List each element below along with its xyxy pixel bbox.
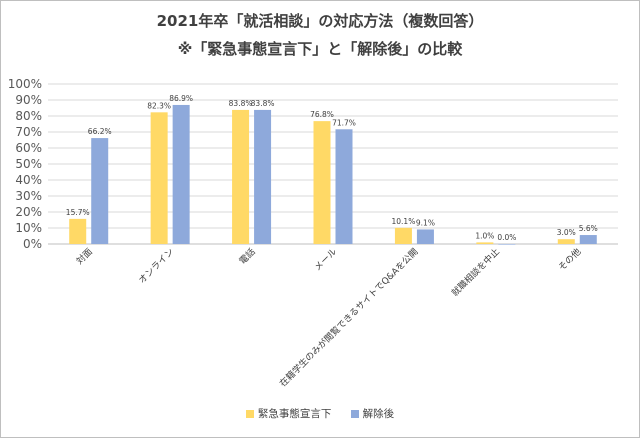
legend: 緊急事態宣言下 解除後 bbox=[0, 406, 640, 421]
y-tick-label: 0% bbox=[23, 237, 42, 251]
legend-swatch-series-1 bbox=[245, 410, 254, 418]
bar bbox=[557, 239, 575, 244]
legend-label-series-1: 緊急事態宣言下 bbox=[257, 408, 332, 420]
bar bbox=[579, 235, 597, 244]
category-label: 就職相談を中止 bbox=[449, 246, 502, 299]
bar bbox=[394, 227, 412, 244]
y-tick-label: 70% bbox=[15, 125, 42, 139]
y-tick-label: 10% bbox=[15, 221, 42, 235]
bar bbox=[254, 109, 272, 244]
category-label: 対面 bbox=[74, 246, 95, 267]
category-label: その他 bbox=[556, 246, 584, 274]
data-label: 0.0% bbox=[497, 233, 516, 242]
bar bbox=[313, 121, 331, 244]
data-label: 3.0% bbox=[557, 228, 576, 237]
legend-item-series-1: 緊急事態宣言下 bbox=[245, 406, 332, 421]
y-tick-label: 100% bbox=[8, 77, 42, 91]
y-tick-label: 40% bbox=[15, 173, 42, 187]
bar bbox=[91, 138, 109, 244]
bar bbox=[232, 109, 250, 244]
data-label: 83.8% bbox=[229, 99, 253, 108]
data-label: 9.1% bbox=[416, 218, 435, 227]
bar bbox=[69, 218, 87, 244]
bar bbox=[476, 242, 494, 244]
y-tick-label: 80% bbox=[15, 109, 42, 123]
bar bbox=[172, 104, 190, 245]
category-label: 電話 bbox=[236, 246, 257, 267]
data-label: 76.8% bbox=[310, 110, 334, 119]
data-label: 86.9% bbox=[169, 94, 193, 103]
data-label: 82.3% bbox=[147, 101, 171, 110]
bar bbox=[150, 112, 168, 244]
y-tick-label: 20% bbox=[15, 205, 42, 219]
data-label: 66.2% bbox=[88, 127, 112, 136]
legend-item-series-2: 解除後 bbox=[350, 406, 395, 421]
category-label: 在籍学生のみが閲覧できるサイトでQ&Aを公開 bbox=[277, 246, 421, 390]
y-tick-label: 30% bbox=[15, 189, 42, 203]
data-label: 10.1% bbox=[392, 217, 416, 226]
data-label: 83.8% bbox=[251, 99, 275, 108]
bar bbox=[335, 129, 353, 244]
legend-label-series-2: 解除後 bbox=[362, 408, 395, 420]
category-label: オンライン bbox=[137, 246, 177, 286]
legend-swatch-series-2 bbox=[350, 410, 359, 418]
data-label: 1.0% bbox=[475, 231, 494, 240]
bar bbox=[416, 229, 434, 244]
data-label: 71.7% bbox=[332, 118, 356, 127]
data-label: 5.6% bbox=[579, 224, 598, 233]
chart-subtitle: ※「緊急事態宣言下」と「解除後」の比較 bbox=[177, 40, 463, 58]
y-tick-label: 50% bbox=[15, 157, 42, 171]
y-tick-label: 60% bbox=[15, 141, 42, 155]
category-label: メール bbox=[313, 247, 339, 273]
bar bbox=[498, 244, 516, 245]
chart-title: 2021年卒「就活相談」の対応方法（複数回答） bbox=[156, 12, 484, 30]
data-label: 15.7% bbox=[66, 208, 90, 217]
y-tick-label: 90% bbox=[15, 93, 42, 107]
